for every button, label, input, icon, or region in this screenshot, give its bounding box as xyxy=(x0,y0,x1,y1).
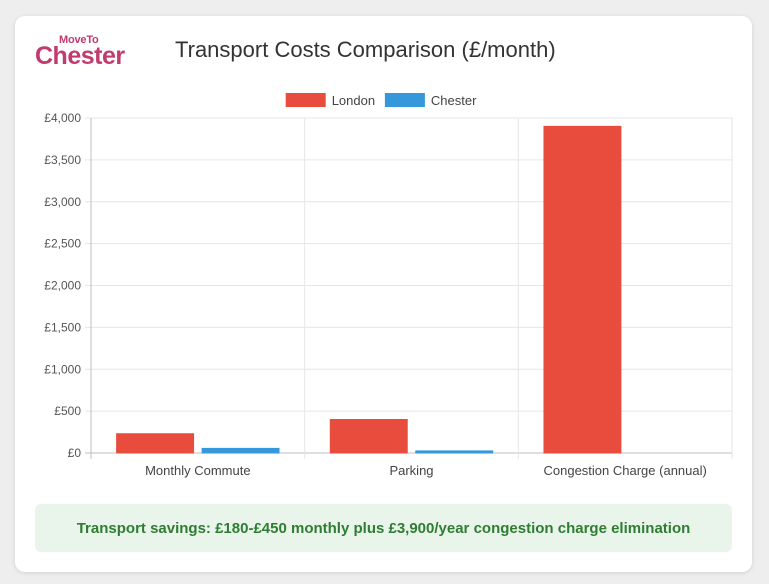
bar-london-1 xyxy=(116,433,195,454)
y-tick-label: £3,000 xyxy=(44,195,81,209)
y-tick-label: £2,500 xyxy=(44,237,81,251)
chart-card: MoveTo Chester Transport Costs Compariso… xyxy=(15,16,752,572)
moveto-chester-logo[interactable]: MoveTo Chester xyxy=(35,32,135,70)
y-tick-label: £3,500 xyxy=(44,153,81,167)
x-tick-label: Parking xyxy=(389,463,433,478)
chart-title: Transport Costs Comparison (£/month) xyxy=(175,37,556,62)
legend-swatch-chester xyxy=(384,93,425,107)
x-tick-label: Congestion Charge (annual) xyxy=(544,463,707,478)
y-tick-label: £0 xyxy=(68,446,82,460)
legend-swatch-london xyxy=(285,93,326,107)
x-tick-label: Monthly Commute xyxy=(145,463,250,478)
bar-chester-1 xyxy=(201,447,280,454)
bar-london-2 xyxy=(329,419,408,454)
legend-label-chester: Chester xyxy=(431,93,477,108)
bar-chart: £0 £500 £1,000 £1,500 £2,000 £2,500 £3,000 £3,5… xyxy=(44,93,733,478)
savings-banner: Transport savings: £180-£450 monthly plu… xyxy=(35,504,732,552)
logo-main-text: Chester xyxy=(35,42,125,70)
bar-london-3 xyxy=(543,125,622,454)
y-tick-label: £4,000 xyxy=(44,111,81,125)
y-tick-label: £1,500 xyxy=(44,320,81,334)
y-tick-label: £2,000 xyxy=(44,279,81,293)
bar-chester-2 xyxy=(415,450,494,454)
y-tick-label: £1,000 xyxy=(44,362,81,376)
y-tick-label: £500 xyxy=(54,404,81,418)
logo-top-text: MoveTo xyxy=(59,34,99,46)
legend-label-london: London xyxy=(332,93,375,108)
savings-text: Transport savings: £180-£450 monthly plu… xyxy=(76,519,691,537)
